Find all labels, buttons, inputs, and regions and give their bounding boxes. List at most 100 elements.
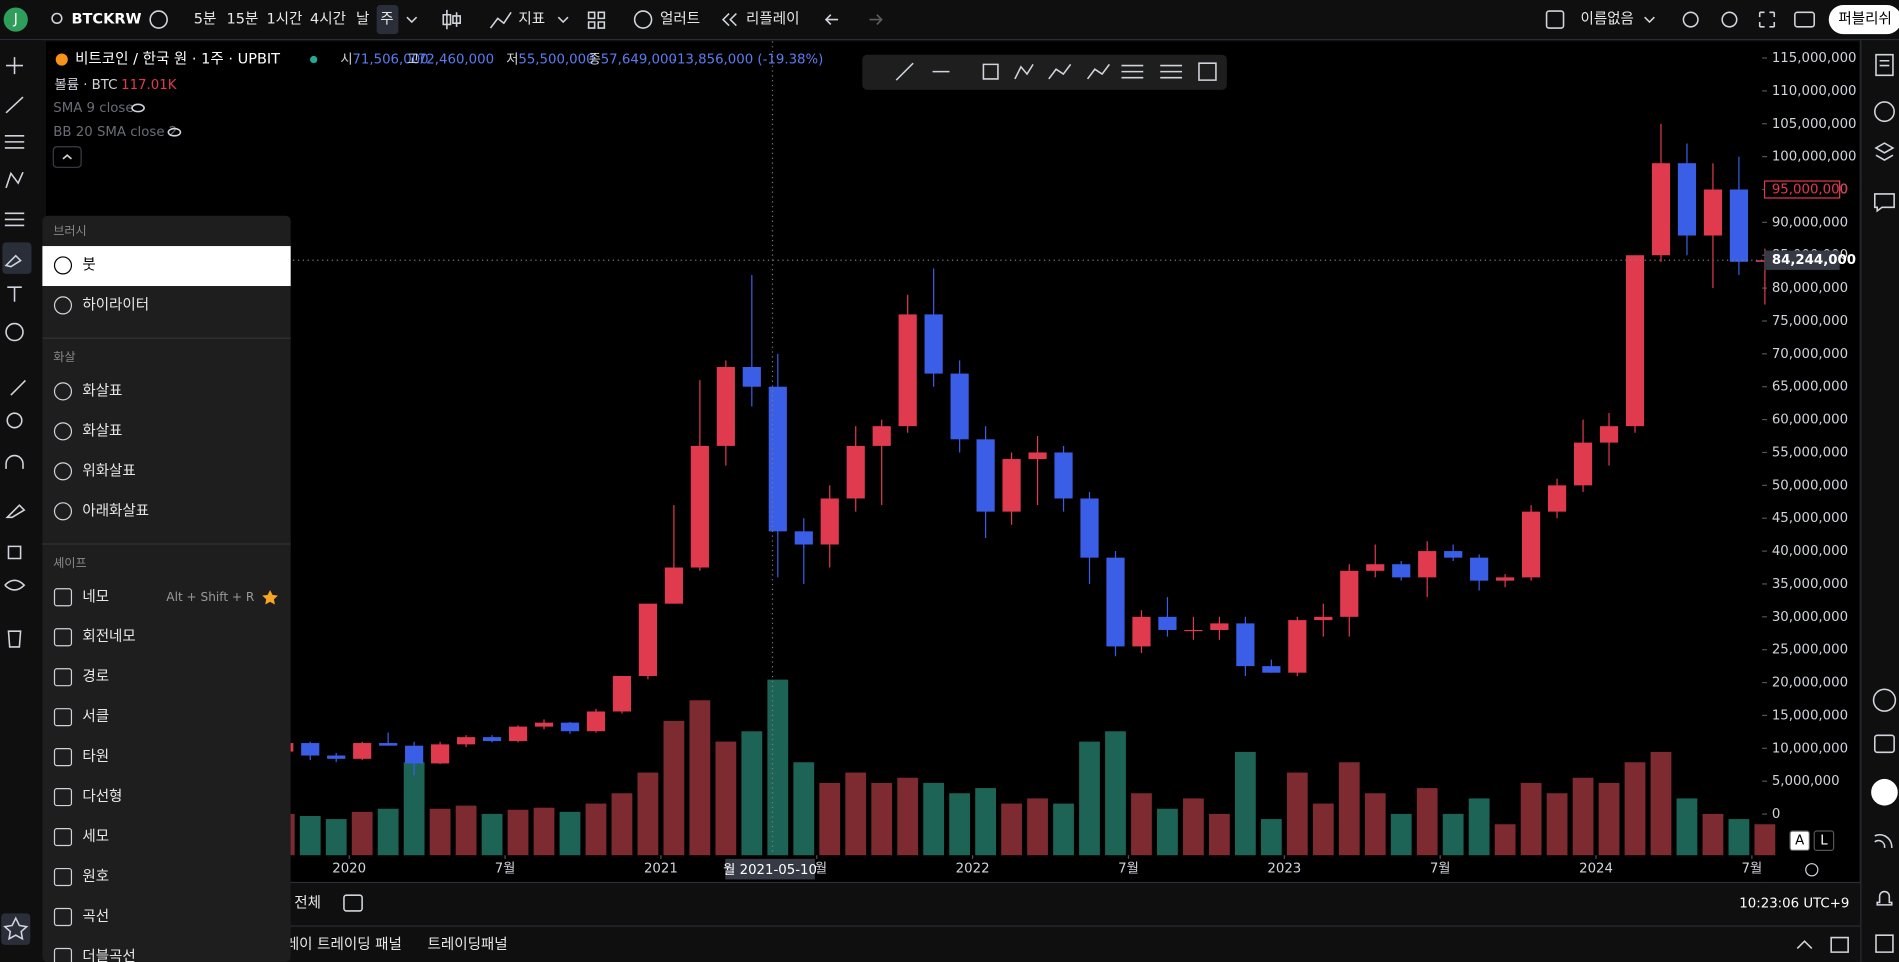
candle-body — [405, 745, 424, 764]
tool-icon[interactable] — [6, 412, 23, 429]
menu-icon[interactable] — [53, 708, 73, 727]
hidden-icon[interactable] — [131, 103, 145, 113]
menu-icon[interactable] — [53, 668, 73, 687]
interval[interactable]: 5분 — [194, 12, 217, 28]
alert-icon[interactable] — [633, 10, 653, 29]
chevron[interactable] — [1644, 16, 1655, 24]
y-tick-label: 45,000,000 — [1772, 511, 1848, 526]
menu-icon[interactable] — [53, 867, 73, 887]
favorite-star[interactable] — [262, 589, 278, 605]
menu-icon[interactable] — [53, 422, 73, 441]
menu-item[interactable]: 더블곡선 — [82, 948, 135, 962]
alerts[interactable]: 얼러트 — [660, 11, 700, 28]
volume-bar — [793, 762, 815, 856]
menu-item[interactable]: 경로 — [82, 668, 109, 685]
avatar[interactable] — [3, 7, 28, 32]
scale-button[interactable] — [1789, 830, 1810, 851]
menu-icon[interactable] — [53, 296, 73, 315]
indicators[interactable]: 지표 — [518, 11, 545, 28]
menu-icon[interactable] — [53, 502, 73, 521]
sidebar-icons[interactable] — [1874, 834, 1894, 953]
add-symbol[interactable] — [149, 10, 168, 29]
sidebar-icon[interactable] — [1873, 734, 1895, 754]
menu-icon[interactable] — [53, 588, 73, 607]
candle-body — [768, 386, 787, 532]
sidebar-icons[interactable] — [1873, 53, 1895, 213]
search-icon[interactable] — [51, 12, 63, 24]
menu-icon[interactable] — [53, 748, 73, 767]
indicator-icon[interactable] — [489, 11, 512, 29]
x-tick-label: 7월 — [495, 861, 516, 877]
favorites[interactable] — [1, 913, 31, 945]
interval[interactable]: 4시간 — [310, 11, 346, 28]
icon[interactable] — [1682, 11, 1699, 28]
menu-icon[interactable] — [53, 462, 73, 481]
checkbox[interactable] — [1545, 10, 1565, 29]
candle-body — [1444, 551, 1463, 558]
symbol[interactable]: BTCKRW — [71, 12, 141, 28]
volume-bar — [559, 811, 581, 856]
sidebar-icon[interactable] — [1872, 688, 1897, 712]
volume-bar — [1702, 813, 1724, 856]
y-tick-label: 75,000,000 — [1772, 314, 1848, 329]
replay[interactable]: 리플레이 — [746, 11, 799, 28]
publish-label: 퍼블리쉬 — [1838, 11, 1891, 28]
menu-item[interactable]: 붓 — [82, 256, 95, 273]
collapse-button[interactable] — [52, 146, 82, 168]
hidden-icon[interactable] — [167, 127, 182, 137]
snapshot-icon[interactable] — [1794, 11, 1816, 28]
sidebar-icon[interactable] — [1873, 101, 1895, 123]
layout-icon[interactable] — [587, 11, 606, 29]
tool-icon[interactable] — [5, 322, 24, 342]
layout-name[interactable]: 이름없음 — [1580, 11, 1633, 28]
menu-icon[interactable] — [53, 827, 73, 847]
candle-body — [1158, 616, 1177, 630]
menu-item[interactable]: 아래화살표 — [82, 502, 149, 519]
menu-item[interactable]: 타원 — [82, 748, 109, 765]
menu-item[interactable]: 화살표 — [82, 422, 122, 439]
panel-tab[interactable]: 트레이딩패널 — [428, 936, 508, 953]
active-tool — [2, 242, 32, 274]
panel-tab[interactable]: 레이 트레이딩 패널 — [286, 936, 402, 953]
menu-item[interactable]: 원호 — [82, 868, 109, 885]
interval[interactable]: 1시간 — [266, 11, 302, 28]
drawing-tools[interactable] — [895, 62, 1217, 81]
interval[interactable]: 날 — [356, 11, 369, 28]
undo[interactable] — [824, 14, 839, 25]
menu-icon[interactable] — [53, 907, 73, 927]
interval[interactable]: 주 — [380, 12, 393, 28]
range-button[interactable]: 전체 — [294, 895, 321, 912]
scale-button[interactable] — [1813, 830, 1835, 851]
menu-item[interactable]: 서클 — [82, 708, 109, 725]
menu-item[interactable]: 세모 — [82, 828, 109, 845]
interval[interactable]: 15분 — [226, 12, 258, 28]
menu-item[interactable]: 하이라이터 — [82, 296, 149, 313]
chart-type-icon[interactable] — [442, 9, 462, 30]
menu-icon[interactable] — [53, 382, 73, 401]
menu-item[interactable]: 회전네모 — [82, 628, 135, 645]
menu-item[interactable]: 다선형 — [82, 788, 122, 805]
sidebar-active[interactable] — [1871, 778, 1898, 806]
chevron[interactable] — [406, 16, 418, 24]
menu-item[interactable]: 네모 — [82, 588, 109, 605]
redo[interactable] — [869, 14, 883, 25]
x-tick-label: 2024 — [1579, 862, 1613, 877]
chevron[interactable] — [557, 16, 569, 24]
replay-icon[interactable] — [721, 12, 737, 27]
panel-controls[interactable] — [1796, 936, 1849, 953]
calendar-icon[interactable] — [343, 894, 363, 912]
publish-button[interactable] — [1828, 5, 1899, 35]
menu-item[interactable]: 위화살표 — [82, 462, 135, 479]
menu-item[interactable]: 곡선 — [82, 908, 109, 925]
axis-settings[interactable] — [1805, 863, 1819, 877]
legend-label: 저 — [506, 52, 518, 68]
settings-icon[interactable] — [1721, 11, 1738, 28]
tool-icons[interactable] — [4, 57, 26, 648]
menu-icon[interactable] — [53, 256, 73, 275]
menu-icon[interactable] — [53, 788, 73, 807]
menu-icon[interactable] — [53, 628, 73, 647]
menu-item[interactable]: 화살표 — [82, 382, 122, 399]
menu-icon[interactable] — [53, 947, 73, 962]
volume-bar — [455, 805, 477, 856]
fullscreen-icon[interactable] — [1758, 11, 1776, 28]
